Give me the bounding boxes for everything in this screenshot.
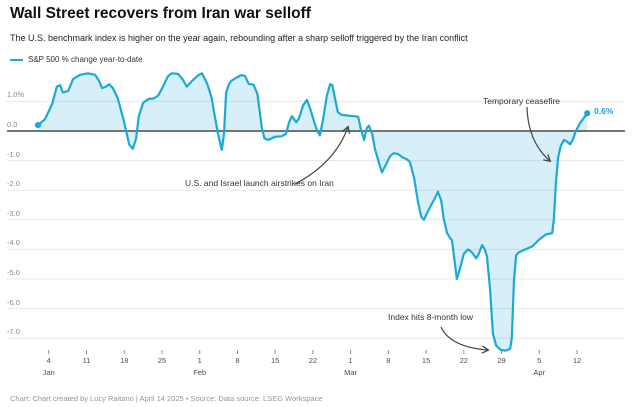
x-tick-label: 18 — [120, 356, 129, 365]
x-tick-label: 8 — [386, 356, 391, 365]
y-tick-label: -6.0 — [7, 297, 20, 307]
x-tick-label: 11 — [82, 356, 91, 365]
x-tick-label: 12 — [572, 356, 582, 365]
x-tick-label: 15 — [270, 356, 280, 365]
y-tick-label: -1.0 — [7, 149, 20, 159]
area-fill — [38, 73, 588, 351]
x-tick-label: 29 — [497, 356, 506, 365]
annotation-arrow-ceasefire — [526, 106, 552, 163]
legend-label: S&P 500 % change year-to-date — [28, 55, 143, 64]
annotation-arrow-low — [440, 326, 490, 354]
x-month-label: Jan — [42, 368, 55, 377]
y-tick-label: -3.0 — [7, 208, 20, 218]
x-month-label: Mar — [344, 368, 358, 377]
footer-credit: Chart: Chart created by Lucy Raitano | A… — [10, 394, 323, 403]
x-tick-label: 15 — [421, 356, 431, 365]
y-tick-label: -2.0 — [7, 179, 20, 189]
annotation-arrow-airstrikes — [294, 125, 351, 185]
y-tick-label: 0.0 — [7, 120, 18, 129]
y-tick-label: -7.0 — [7, 327, 20, 337]
series-line — [34, 72, 591, 352]
chart-subtitle: The U.S. benchmark index is higher on th… — [10, 33, 468, 43]
x-tick-label: 22 — [308, 356, 318, 365]
y-tick-label: 1.0% — [7, 90, 25, 100]
annotation-ceasefire: Temporary ceasefire — [483, 96, 561, 106]
x-month-label: Apr — [533, 368, 546, 377]
annotation-arrows — [294, 106, 552, 354]
x-tick-label: 1 — [348, 356, 353, 365]
x-tick-label: 5 — [537, 356, 542, 365]
annotation-airstrikes: U.S. and Israel launch airstrikes on Ira… — [185, 178, 334, 188]
annotation-low: Index hits 8-month low — [388, 312, 474, 322]
x-tick-label: 4 — [46, 356, 51, 365]
legend-line-swatch-icon — [10, 58, 23, 61]
x-tick-label: 25 — [157, 356, 167, 365]
page-title: Wall Street recovers from Iran war sello… — [10, 5, 311, 22]
y-tick-label: -5.0 — [7, 268, 20, 277]
x-month-label: Feb — [193, 368, 207, 377]
y-tick-label: -4.0 — [7, 238, 20, 248]
x-tick-label: 1 — [197, 356, 202, 365]
end-value-label: 0.6% — [594, 106, 614, 116]
legend: S&P 500 % change year-to-date — [10, 55, 143, 64]
axis-ticks — [48, 350, 578, 354]
x-tick-label: 22 — [459, 356, 468, 365]
gridlines — [7, 100, 625, 339]
x-tick-label: 8 — [235, 356, 240, 365]
